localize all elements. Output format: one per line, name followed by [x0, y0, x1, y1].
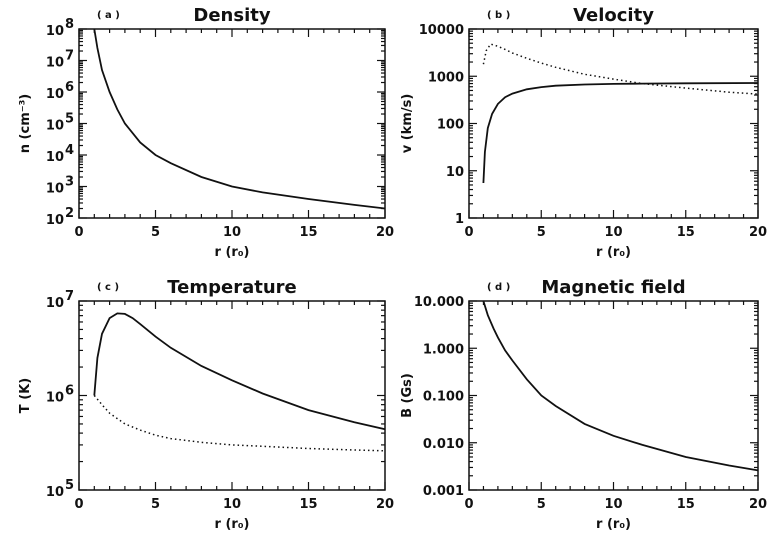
- y-axis-label-d: B (Gs): [400, 373, 415, 418]
- y-tick-label-a: 10: [46, 213, 64, 228]
- panel-title-d: Magnetic field: [541, 277, 685, 298]
- x-tick-label-c: 5: [151, 497, 160, 512]
- x-tick-label-c: 20: [376, 497, 394, 512]
- y-tick-label-d: 0.100: [423, 390, 464, 405]
- x-tick-label-d: 20: [749, 497, 767, 512]
- y-tick-label-b: 10: [446, 165, 464, 180]
- y-tick-exp-a: 6: [65, 80, 74, 95]
- y-axis-label-c: T (K): [18, 378, 33, 413]
- y-tick-label-a: 10: [46, 56, 64, 71]
- y-tick-exp-c: 6: [65, 384, 74, 399]
- x-axis-label-a: r (r₀): [215, 245, 250, 260]
- x-tick-label-c: 15: [299, 497, 317, 512]
- y-tick-exp-a: 4: [65, 143, 74, 158]
- y-tick-exp-a: 8: [65, 17, 74, 32]
- panel-label-d: ( d ): [487, 282, 510, 293]
- y-tick-label-c: 10: [46, 485, 64, 500]
- series-line-b-1: [482, 43, 759, 95]
- y-tick-label-d: 1.000: [423, 342, 464, 357]
- y-tick-label-c: 10: [46, 391, 64, 406]
- x-tick-label-a: 0: [74, 225, 83, 240]
- y-tick-label-a: 10: [46, 24, 64, 39]
- x-tick-label-b: 10: [604, 225, 622, 240]
- y-tick-exp-a: 5: [65, 112, 74, 127]
- y-tick-label-d: 0.010: [423, 437, 464, 452]
- y-tick-label-d: 0.001: [423, 484, 464, 499]
- y-tick-exp-c: 5: [65, 478, 74, 493]
- y-tick-label-d: 10.000: [414, 295, 464, 310]
- panel-label-a: ( a ): [97, 10, 120, 21]
- x-tick-label-a: 10: [223, 225, 241, 240]
- panel-title-b: Velocity: [573, 5, 654, 26]
- x-axis-label-d: r (r₀): [596, 517, 631, 532]
- y-tick-exp-a: 3: [65, 175, 74, 190]
- x-axis-label-c: r (r₀): [215, 517, 250, 532]
- x-tick-label-b: 15: [677, 225, 695, 240]
- y-tick-exp-a: 2: [65, 206, 74, 221]
- y-tick-label-a: 10: [46, 87, 64, 102]
- y-tick-label-b: 1000: [428, 70, 464, 85]
- panel-label-b: ( b ): [487, 10, 510, 21]
- x-tick-label-c: 10: [223, 497, 241, 512]
- y-tick-label-b: 1: [455, 212, 464, 227]
- series-line-b-0: [482, 82, 759, 184]
- x-tick-label-d: 15: [677, 497, 695, 512]
- y-tick-label-b: 100: [437, 118, 464, 133]
- x-axis-label-b: r (r₀): [596, 245, 631, 260]
- panel-b: ( b ) Velocity 0 5 10 15 20 1 10 100 1000 10000 r (r…: [400, 5, 767, 260]
- y-tick-exp-a: 7: [65, 49, 74, 64]
- y-tick-label-a: 10: [46, 119, 64, 134]
- x-tick-label-d: 10: [604, 497, 622, 512]
- x-tick-label-d: 0: [464, 497, 473, 512]
- y-axis-label-a: n (cm⁻³): [18, 94, 33, 153]
- y-tick-label-b: 10000: [419, 23, 464, 38]
- x-tick-label-a: 15: [299, 225, 317, 240]
- panel-label-c: ( c ): [97, 282, 119, 293]
- plot-frame-b: [468, 28, 759, 219]
- y-tick-label-a: 10: [46, 150, 64, 165]
- series-line-c-0: [93, 312, 386, 431]
- plot-frame-c: [78, 300, 386, 491]
- series-line-d-0: [482, 300, 759, 472]
- series-line-c-1: [93, 395, 386, 452]
- y-tick-label-c: 10: [46, 296, 64, 311]
- y-axis-label-b: v (km/s): [400, 94, 415, 154]
- x-tick-label-b: 5: [537, 225, 546, 240]
- x-tick-label-c: 0: [74, 497, 83, 512]
- panel-d: ( d ) Magnetic field 0 5 10 15 20 0.001 0.010 0.1…: [400, 277, 767, 532]
- x-tick-label-b: 20: [749, 225, 767, 240]
- y-tick-label-a: 10: [46, 182, 64, 197]
- x-tick-label-a: 5: [151, 225, 160, 240]
- panel-title-c: Temperature: [167, 277, 296, 298]
- x-tick-label-d: 5: [537, 497, 546, 512]
- panel-title-a: Density: [193, 5, 270, 26]
- y-tick-exp-c: 7: [65, 289, 74, 304]
- x-tick-label-a: 20: [376, 225, 394, 240]
- x-tick-label-b: 0: [464, 225, 473, 240]
- series-line-a-0: [93, 28, 386, 210]
- plot-frame-d: [468, 300, 759, 491]
